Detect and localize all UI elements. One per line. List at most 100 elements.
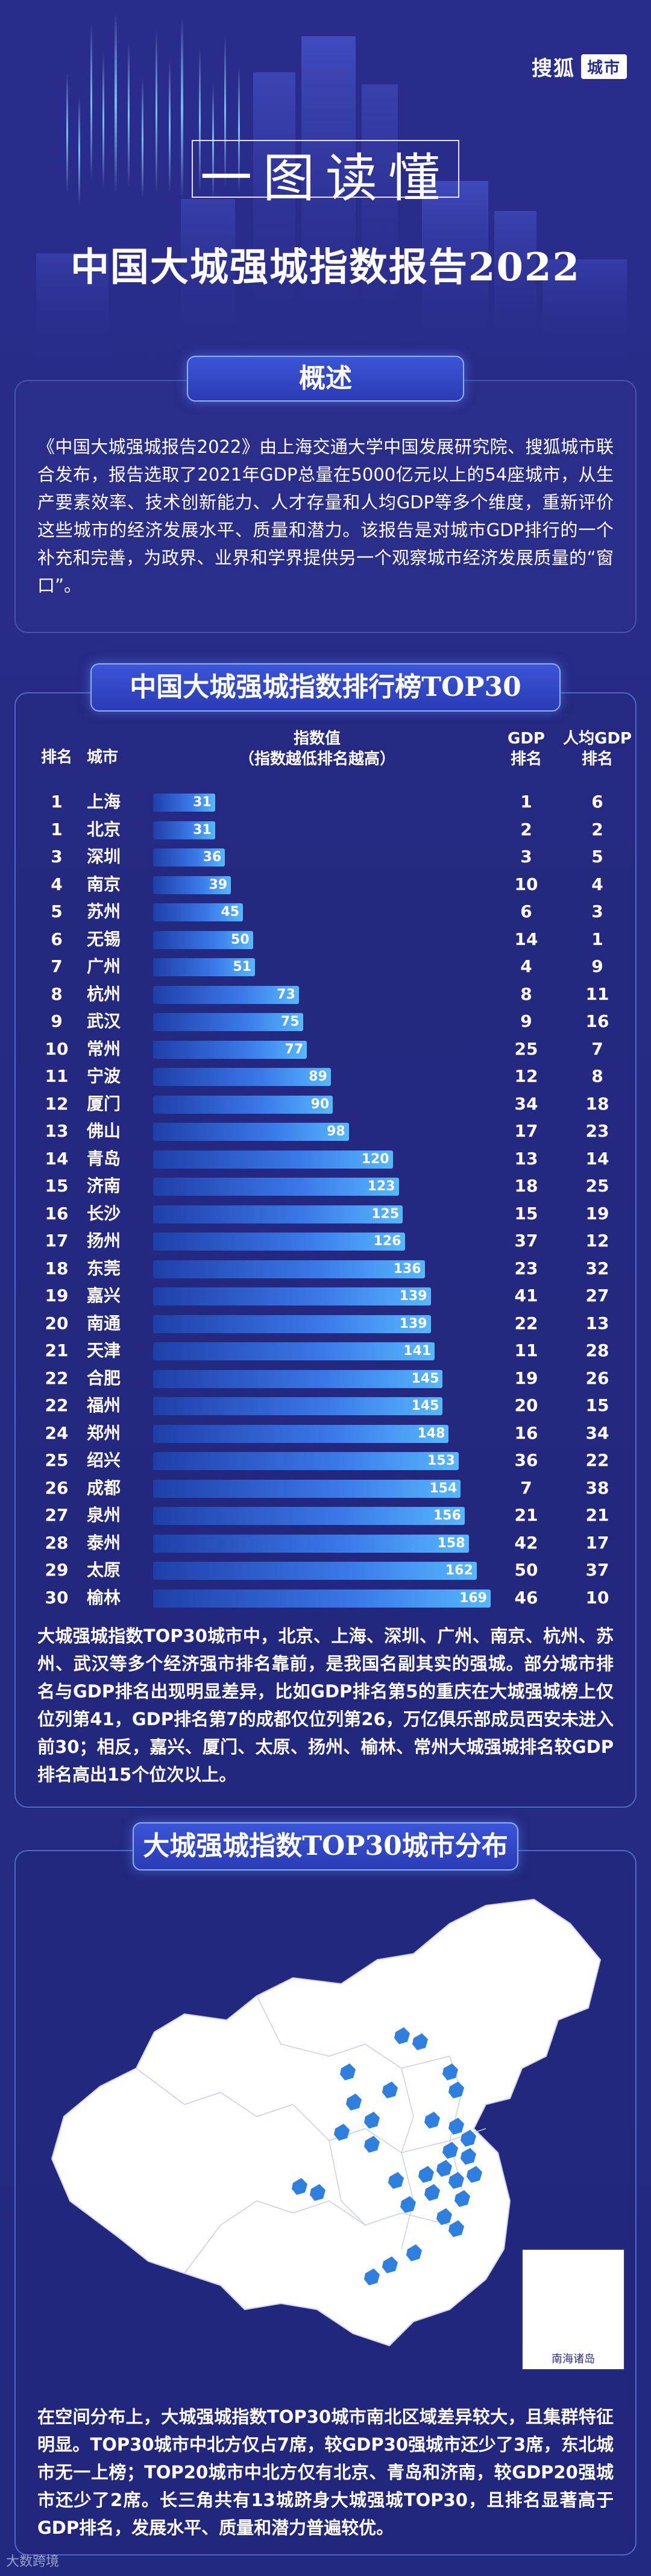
index-value-label: 50	[231, 932, 250, 947]
table-row: 11 宁波 89 12 8	[16, 1064, 638, 1088]
pgdp-rank-cell: 37	[585, 1560, 609, 1580]
gdp-rank-cell: 19	[514, 1368, 538, 1388]
table-row: 29 太原 162 50 37	[16, 1558, 638, 1582]
city-cell: 绍兴	[87, 1450, 121, 1470]
pgdp-rank-cell: 19	[585, 1203, 609, 1223]
index-value-label: 31	[193, 795, 212, 810]
city-highlight	[448, 2220, 464, 2237]
table-row: 18 东莞 136 23 32	[16, 1257, 638, 1281]
city-highlight	[436, 2208, 452, 2225]
map-panel: 大城强城指数TOP30城市分布 南海诸岛 在空间分布上，大城强城指数TOP30城…	[14, 1822, 637, 2555]
city-highlight	[382, 2082, 398, 2098]
pgdp-rank-cell: 12	[585, 1231, 609, 1251]
brand-tag: 城市	[580, 54, 627, 79]
city-highlight	[310, 2184, 326, 2201]
city-highlight	[448, 2082, 464, 2098]
index-bar	[153, 985, 299, 1004]
index-bar	[153, 1287, 431, 1305]
index-value-label: 90	[310, 1096, 330, 1112]
gdp-rank-cell: 17	[514, 1121, 538, 1141]
gdp-rank-cell: 6	[520, 901, 532, 921]
table-row: 20 南通 139 22 13	[16, 1312, 638, 1336]
rank-cell: 6	[51, 929, 63, 949]
gdp-rank-cell: 37	[514, 1231, 538, 1251]
index-value-label: 145	[411, 1398, 439, 1413]
gdp-rank-cell: 21	[514, 1505, 538, 1525]
gdp-rank-cell: 9	[520, 1011, 532, 1031]
city-cell: 榆林	[87, 1587, 121, 1608]
rank-cell: 22	[45, 1395, 69, 1415]
index-value-label: 75	[280, 1014, 300, 1029]
ranking-note: 大城强城指数TOP30城市中，北京、上海、深圳、广州、南京、杭州、苏州、武汉等多…	[37, 1626, 614, 1785]
city-cell: 泰州	[87, 1532, 121, 1553]
pgdp-rank-cell: 32	[585, 1258, 609, 1278]
pgdp-rank-cell: 13	[585, 1313, 609, 1333]
index-bar	[153, 1534, 469, 1553]
rank-cell: 4	[51, 874, 63, 894]
table-row: 26 成都 154 7 38	[16, 1476, 638, 1500]
pgdp-rank-cell: 7	[591, 1038, 603, 1059]
gdp-rank-cell: 10	[514, 874, 538, 894]
index-bar	[153, 1068, 331, 1086]
index-value-label: 73	[277, 987, 295, 1002]
city-highlight	[364, 2112, 380, 2129]
city-highlight	[400, 2196, 416, 2213]
pgdp-rank-cell: 28	[585, 1340, 609, 1360]
gdp-rank-cell: 1	[520, 792, 532, 812]
gdp-rank-cell: 2	[520, 819, 532, 839]
table-row: 22 合肥 145 19 26	[16, 1366, 638, 1391]
city-cell: 宁波	[87, 1066, 121, 1086]
index-value-label: 77	[285, 1041, 304, 1057]
header-rank: 排名	[40, 748, 72, 766]
city-highlight	[448, 2172, 464, 2189]
city-highlight	[424, 2112, 440, 2129]
rank-cell: 15	[45, 1176, 69, 1196]
table-row: 24 郑州 148 16 34	[16, 1421, 638, 1445]
pgdp-rank-cell: 5	[591, 847, 603, 867]
index-bar	[153, 1589, 491, 1608]
gdp-rank-cell: 23	[514, 1258, 538, 1278]
page-title: 中国大城强城指数报告2022	[70, 245, 581, 290]
gdp-rank-cell: 41	[514, 1286, 538, 1305]
sohu-city-logo: 搜狐 城市	[532, 52, 627, 81]
city-cell: 深圳	[87, 847, 121, 867]
city-highlight	[436, 2160, 452, 2177]
rank-cell: 8	[51, 983, 63, 1004]
pgdp-rank-cell: 2	[591, 819, 603, 839]
rank-cell: 21	[45, 1340, 69, 1360]
pgdp-rank-cell: 16	[585, 1011, 609, 1031]
city-cell: 嘉兴	[87, 1286, 121, 1305]
table-row: 21 天津 141 11 28	[16, 1339, 638, 1363]
city-cell: 合肥	[87, 1368, 121, 1388]
city-highlight	[442, 2063, 458, 2080]
index-bar	[153, 1479, 461, 1498]
hero-subtitle: 一图读懂	[200, 148, 451, 209]
table-row: 12 厦门 90 34 18	[16, 1092, 638, 1116]
table-row: 15 济南 123 18 25	[16, 1174, 638, 1198]
index-value-label: 51	[233, 959, 251, 974]
city-highlight	[454, 2190, 470, 2207]
brand-name: 搜狐	[531, 57, 575, 81]
rank-cell: 22	[45, 1368, 69, 1388]
city-highlight	[394, 2027, 410, 2044]
city-cell: 无锡	[87, 929, 121, 949]
header-city: 城市	[87, 748, 119, 766]
rank-cell: 9	[51, 1011, 63, 1031]
index-bar	[153, 1397, 443, 1415]
rank-cell: 7	[51, 956, 63, 976]
city-highlight	[388, 2172, 404, 2189]
rank-cell: 11	[45, 1066, 69, 1086]
gdp-rank-cell: 42	[514, 1532, 538, 1553]
rank-cell: 27	[45, 1505, 69, 1525]
city-cell: 福州	[87, 1395, 121, 1415]
pgdp-rank-cell: 11	[585, 983, 609, 1004]
index-bar	[153, 1342, 435, 1360]
table-row: 14 青岛 120 13 14	[16, 1147, 638, 1171]
table-row: 19 嘉兴 139 41 27	[16, 1284, 638, 1308]
gdp-rank-cell: 12	[514, 1066, 538, 1086]
index-bar	[153, 1233, 405, 1251]
ranking-panel: 中国大城强城指数排行榜TOP30 排名 城市 指数值 （指数越低排名越高） GD…	[14, 663, 638, 1808]
table-row: 16 长沙 125 15 19	[16, 1202, 638, 1226]
rank-cell: 18	[45, 1258, 69, 1278]
index-value-label: 162	[445, 1563, 473, 1578]
